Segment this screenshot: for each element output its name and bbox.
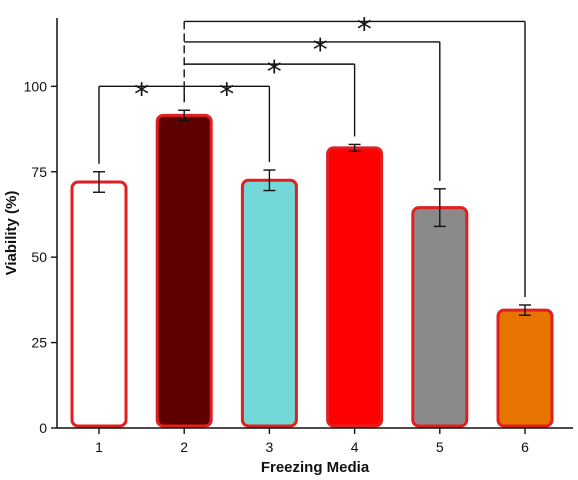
y-tick-label: 100: [24, 78, 48, 94]
significance-bracket-2-3: *: [184, 77, 271, 163]
bar-2: [155, 113, 213, 428]
x-tick-label: 2: [180, 439, 188, 455]
significance-star: *: [134, 77, 149, 112]
y-ticks-layer: 0 25 50 75 100: [24, 78, 57, 436]
x-tick-label: 1: [95, 439, 103, 455]
error-bar-6: [519, 304, 531, 316]
y-tick-label: 25: [31, 335, 47, 351]
x-tick-label: 4: [351, 439, 359, 455]
bars-layer: [70, 113, 554, 428]
significance-bracket-2-6: *: [184, 12, 526, 297]
x-ticks-layer: 1 2 3 4 5 6: [95, 428, 529, 455]
x-axis-title: Freezing Media: [261, 459, 370, 476]
significance-bracket-2-4: *: [184, 55, 356, 137]
significance-star: *: [313, 33, 328, 68]
bar-3: [240, 178, 298, 428]
y-tick-label: 75: [31, 164, 47, 180]
error-bar-5: [433, 188, 446, 228]
significance-star: *: [267, 55, 282, 90]
error-bar-1: [93, 171, 105, 193]
significance-layer: * * * * *: [98, 12, 526, 297]
y-tick-label: 0: [39, 420, 47, 436]
significance-bracket-2-5: *: [184, 33, 441, 181]
error-bars-layer: [93, 109, 531, 316]
significance-star: *: [219, 77, 234, 112]
y-axis-title: Viability (%): [3, 191, 20, 276]
error-bar-4: [348, 143, 361, 152]
y-tick-label: 50: [31, 249, 47, 265]
bar-4: [326, 146, 384, 428]
bar-1: [70, 180, 128, 428]
x-tick-label: 6: [521, 439, 529, 455]
x-tick-label: 5: [436, 439, 444, 455]
bar-5: [411, 206, 469, 428]
x-tick-label: 3: [266, 439, 274, 455]
error-bar-2: [178, 109, 191, 122]
error-bar-3: [263, 169, 276, 192]
bar-6: [496, 308, 554, 428]
significance-star: *: [357, 12, 372, 47]
